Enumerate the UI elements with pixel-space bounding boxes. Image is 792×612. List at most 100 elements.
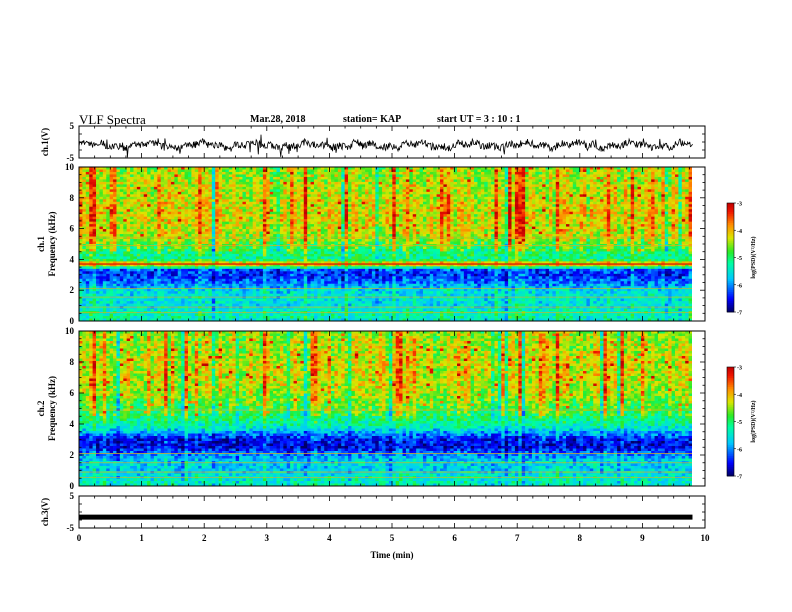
spectrogram-cell [446, 206, 451, 210]
spectrogram-cell [521, 206, 526, 210]
spectrogram-cell [136, 196, 141, 200]
spectrogram-cell [351, 196, 356, 200]
spectrogram-cell [474, 214, 478, 218]
spectrogram-cell [225, 224, 230, 227]
spectrogram-cell [365, 216, 369, 220]
spectrogram-cell [603, 231, 608, 235]
spectrogram-cell [674, 206, 679, 210]
spectrogram-cell [378, 167, 383, 170]
spectrogram-cell [310, 179, 315, 183]
spectrogram-cell [606, 181, 611, 185]
spectrogram-cell [177, 194, 182, 198]
spectrogram-cell [538, 176, 543, 180]
spectrogram-cell [525, 191, 529, 195]
spectrogram-cell [344, 214, 349, 218]
spectrogram-cell [375, 201, 380, 205]
spectrogram-cell [324, 186, 328, 190]
spectrogram-cell [337, 224, 342, 227]
spectrogram-cell [395, 204, 400, 208]
spectrogram-cell [647, 181, 652, 185]
spectrogram-cell [586, 179, 591, 183]
spectrogram-cell [164, 206, 168, 210]
spectrogram-cell [320, 214, 325, 218]
spectrogram-cell [82, 174, 87, 178]
spectrogram-cell [446, 224, 451, 227]
spectrogram-cell [266, 201, 271, 205]
spectrogram-cell [657, 196, 662, 200]
spectrogram-cell [600, 221, 604, 225]
spectrogram-cell [412, 181, 417, 185]
spectrogram-cell [671, 226, 676, 230]
spectrogram-cell [586, 219, 591, 222]
spectrogram-cell [494, 206, 499, 210]
spectrogram-cell [637, 201, 642, 205]
spectrogram-cell [92, 214, 97, 218]
spectrogram-cell [136, 189, 141, 193]
spectrogram-cell [405, 219, 410, 222]
spectrogram-cell [92, 194, 97, 198]
spectrogram-cell [153, 206, 158, 210]
spectrogram-cell [222, 224, 226, 227]
spectrogram-cell [232, 224, 237, 227]
spectrogram-cell [205, 171, 209, 175]
spectrogram-cell [327, 199, 332, 203]
spectrogram-cell [405, 214, 410, 218]
spectrogram-cell [184, 219, 189, 222]
spectrogram-cell [344, 189, 349, 193]
spectrogram-cell [113, 174, 117, 178]
spectrogram-cell [119, 189, 124, 193]
spectrogram-cell [681, 221, 686, 225]
spectrogram-cell [426, 216, 431, 220]
spectrogram-cell [528, 231, 533, 235]
spectrogram-cell [491, 179, 495, 183]
spectrogram-cell [157, 167, 162, 170]
spectrogram-cell [634, 214, 638, 218]
spectrogram-cell [470, 186, 475, 190]
spectrogram-cell [307, 219, 311, 222]
spectrogram-cell [688, 191, 693, 195]
spectrogram-cell [341, 169, 345, 173]
spectrogram-cell [89, 209, 93, 213]
spectrogram-cell [589, 189, 594, 193]
spectrogram-cell [150, 221, 155, 225]
spectrogram-cell [348, 169, 352, 173]
spectrogram-cell [106, 199, 110, 203]
spectrogram-cell [552, 206, 557, 210]
spectrogram-cell [191, 189, 196, 193]
spectrogram-cell [644, 191, 649, 195]
spectrogram-cell [565, 224, 570, 227]
spectrogram-cell [368, 186, 373, 190]
spectrogram-cell [317, 186, 322, 190]
spectrogram-cell [623, 179, 628, 183]
spectrogram-cell [569, 206, 574, 210]
spectrogram-cell [140, 181, 145, 185]
spectrogram-cell [610, 221, 615, 225]
spectrogram-cell [133, 229, 138, 232]
spectrogram-cell [351, 189, 356, 193]
spectrogram-cell [113, 211, 117, 215]
spectrogram-cell [191, 209, 196, 213]
spectrogram-cell [433, 171, 437, 175]
figure-title: VLF Spectra [79, 112, 146, 128]
spectrogram-cell [409, 201, 414, 205]
spectrogram-cell [324, 229, 328, 232]
spectrogram-cell [508, 196, 512, 200]
spectrogram-cell [242, 206, 247, 210]
spectrogram-cell [654, 169, 659, 173]
spectrogram-cell [283, 206, 288, 210]
spectrogram-cell [477, 186, 482, 190]
spectrogram-cell [385, 186, 390, 190]
spectrogram-cell [147, 174, 151, 178]
spectrogram-cell [579, 216, 584, 220]
spectrogram-cell [133, 209, 138, 213]
spectrogram-cell [109, 226, 114, 230]
spectrogram-cell [160, 167, 165, 170]
spectrogram-cell [555, 171, 560, 175]
spectrogram-cell [617, 189, 621, 193]
spectrogram-cell [170, 209, 175, 213]
spectrogram-cell [606, 201, 611, 205]
spectrogram-cell [460, 234, 465, 237]
spectrogram-cell [395, 229, 400, 232]
spectrogram-cell [191, 176, 196, 180]
spectrogram-cell [565, 201, 570, 205]
